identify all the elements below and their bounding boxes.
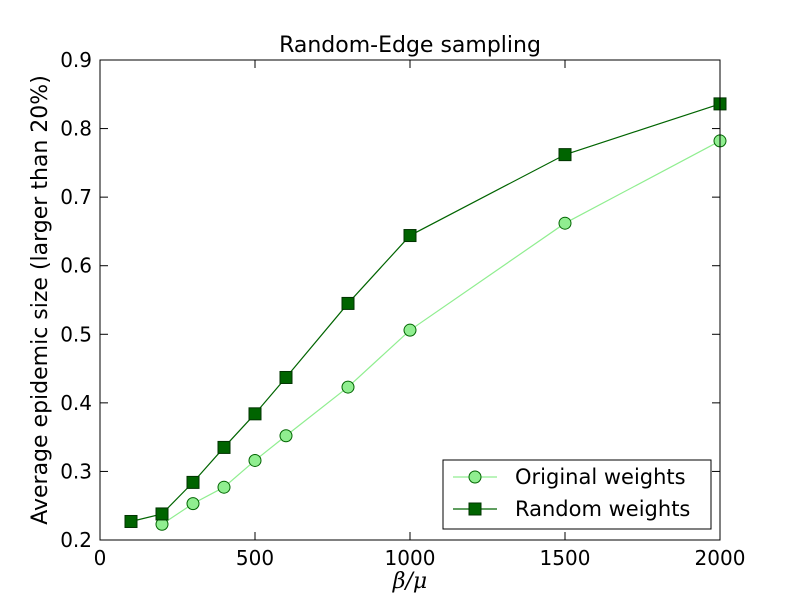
data-point-original-weights bbox=[248, 453, 262, 467]
legend-box bbox=[442, 459, 712, 530]
data-point-random-weights bbox=[155, 507, 169, 521]
data-point-random-weights bbox=[217, 440, 231, 454]
legend: Original weights Random weights bbox=[442, 459, 712, 530]
y-tick-label: 0.5 bbox=[60, 322, 92, 346]
y-tick-label: 0.2 bbox=[60, 528, 92, 552]
data-point-random-weights bbox=[186, 475, 200, 489]
data-point-random-weights bbox=[558, 148, 572, 162]
data-point-random-weights bbox=[341, 296, 355, 310]
legend-label: Original weights bbox=[515, 465, 686, 489]
x-tick-label: 1000 bbox=[385, 546, 436, 570]
data-point-original-weights bbox=[341, 380, 355, 394]
data-point-original-weights bbox=[403, 323, 417, 337]
y-tick-label: 0.6 bbox=[60, 254, 92, 278]
legend-item-random-weights: Random weights bbox=[453, 497, 690, 521]
plot-frame bbox=[99, 59, 721, 541]
x-axis-title: β/μ bbox=[392, 569, 427, 594]
x-tick-label: 1500 bbox=[540, 546, 591, 570]
data-point-random-weights bbox=[248, 407, 262, 421]
chart-title: Random-Edge sampling bbox=[279, 33, 541, 58]
data-point-original-weights bbox=[186, 497, 200, 511]
data-point-original-weights bbox=[558, 216, 572, 230]
data-point-random-weights bbox=[279, 370, 293, 384]
legend-marker bbox=[468, 470, 482, 484]
data-point-random-weights bbox=[403, 229, 417, 243]
legend-item-original-weights: Original weights bbox=[453, 465, 686, 489]
y-tick-label: 0.9 bbox=[60, 48, 92, 72]
y-axis-title: Average epidemic size (larger than 20%) bbox=[28, 75, 53, 525]
series-line-random-weights bbox=[130, 103, 721, 523]
y-tick-label: 0.3 bbox=[60, 459, 92, 483]
data-point-random-weights bbox=[124, 514, 138, 528]
y-tick-label: 0.8 bbox=[60, 117, 92, 141]
data-point-original-weights bbox=[217, 480, 231, 494]
x-tick-label: 500 bbox=[236, 546, 274, 570]
x-tick-label: 0 bbox=[94, 546, 107, 570]
data-point-original-weights bbox=[279, 429, 293, 443]
y-tick-label: 0.4 bbox=[60, 391, 92, 415]
series-random-weights bbox=[124, 97, 727, 528]
y-tick-label: 0.7 bbox=[60, 185, 92, 209]
legend-label: Random weights bbox=[515, 497, 690, 521]
legend-marker bbox=[468, 502, 482, 516]
x-tick-label: 2000 bbox=[695, 546, 746, 570]
series-original-weights bbox=[155, 134, 727, 531]
